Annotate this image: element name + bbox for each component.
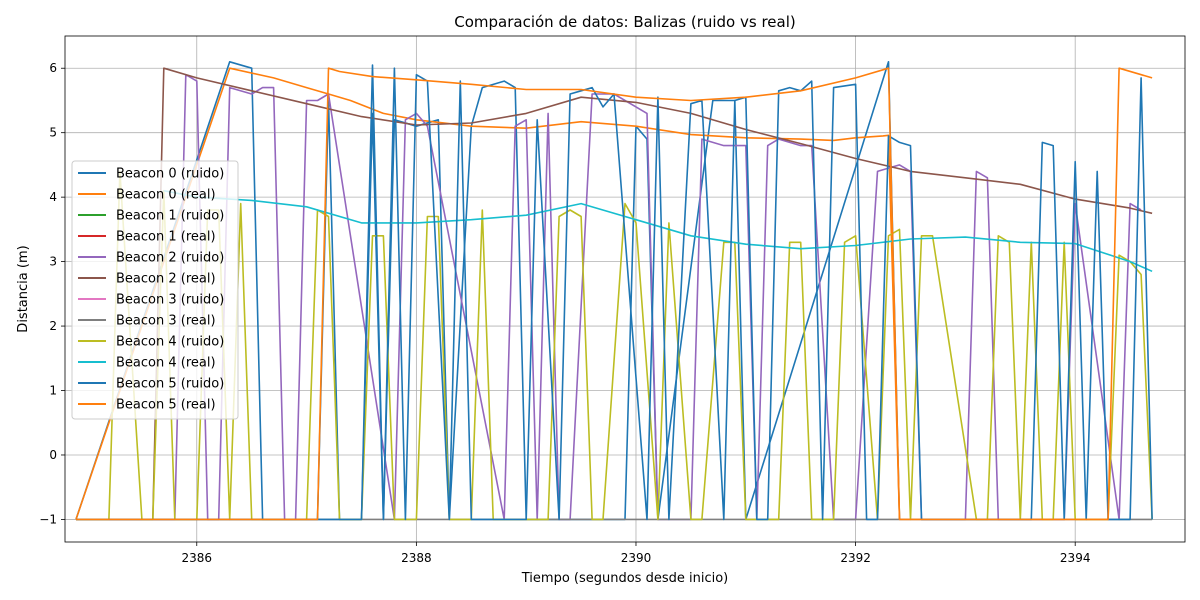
series-group xyxy=(75,60,1153,521)
x-tick-label: 2390 xyxy=(621,551,652,565)
legend-label-8: Beacon 4 (ruido) xyxy=(116,335,224,350)
x-tick-label: 2394 xyxy=(1060,551,1091,565)
x-tick-label: 2386 xyxy=(181,551,212,565)
legend-label-6: Beacon 3 (ruido) xyxy=(116,293,224,308)
legend-label-11: Beacon 5 (real) xyxy=(116,398,216,413)
series-line-1 xyxy=(75,67,901,520)
series-line-9 xyxy=(163,189,1153,273)
legend-label-0: Beacon 0 (ruido) xyxy=(116,167,224,182)
series-line-10 xyxy=(76,64,1153,521)
y-axis: −1 0 1 2 3 4 5 6 xyxy=(39,61,65,526)
legend-label-2: Beacon 1 (ruido) xyxy=(116,209,224,224)
legend: Beacon 0 (ruido) Beacon 0 (real) Beacon 1 … xyxy=(71,160,239,420)
grid xyxy=(65,36,1185,542)
legend-label-4: Beacon 2 (ruido) xyxy=(116,251,224,266)
y-tick-label: 6 xyxy=(49,61,57,75)
chart-title: Comparación de datos: Balizas (ruido vs … xyxy=(454,13,796,31)
legend-box xyxy=(71,160,239,420)
y-tick-label: 3 xyxy=(49,255,57,269)
series-line-11 xyxy=(76,67,1153,521)
y-tick-label: 5 xyxy=(49,126,57,140)
legend-label-5: Beacon 2 (real) xyxy=(116,272,216,287)
x-axis: 2386 2388 2390 2392 2394 xyxy=(181,542,1090,565)
y-tick-label: 4 xyxy=(49,190,57,204)
y-tick-label: 1 xyxy=(49,384,57,398)
legend-label-10: Beacon 5 (ruido) xyxy=(116,377,224,392)
y-tick-label: −1 xyxy=(39,512,57,526)
plot-frame xyxy=(64,35,1186,543)
y-tick-label: 0 xyxy=(49,448,57,462)
legend-label-7: Beacon 3 (real) xyxy=(116,314,216,329)
legend-label-9: Beacon 4 (real) xyxy=(116,356,216,371)
legend-label-3: Beacon 1 (real) xyxy=(116,230,216,245)
series-line-4 xyxy=(76,73,1142,521)
y-tick-label: 2 xyxy=(49,319,57,333)
x-tick-label: 2388 xyxy=(401,551,432,565)
y-axis-label: Distancia (m) xyxy=(16,245,31,332)
x-tick-label: 2392 xyxy=(840,551,871,565)
x-axis-label: Tiempo (segundos desde inicio) xyxy=(521,571,729,586)
legend-label-1: Beacon 0 (real) xyxy=(116,188,216,203)
